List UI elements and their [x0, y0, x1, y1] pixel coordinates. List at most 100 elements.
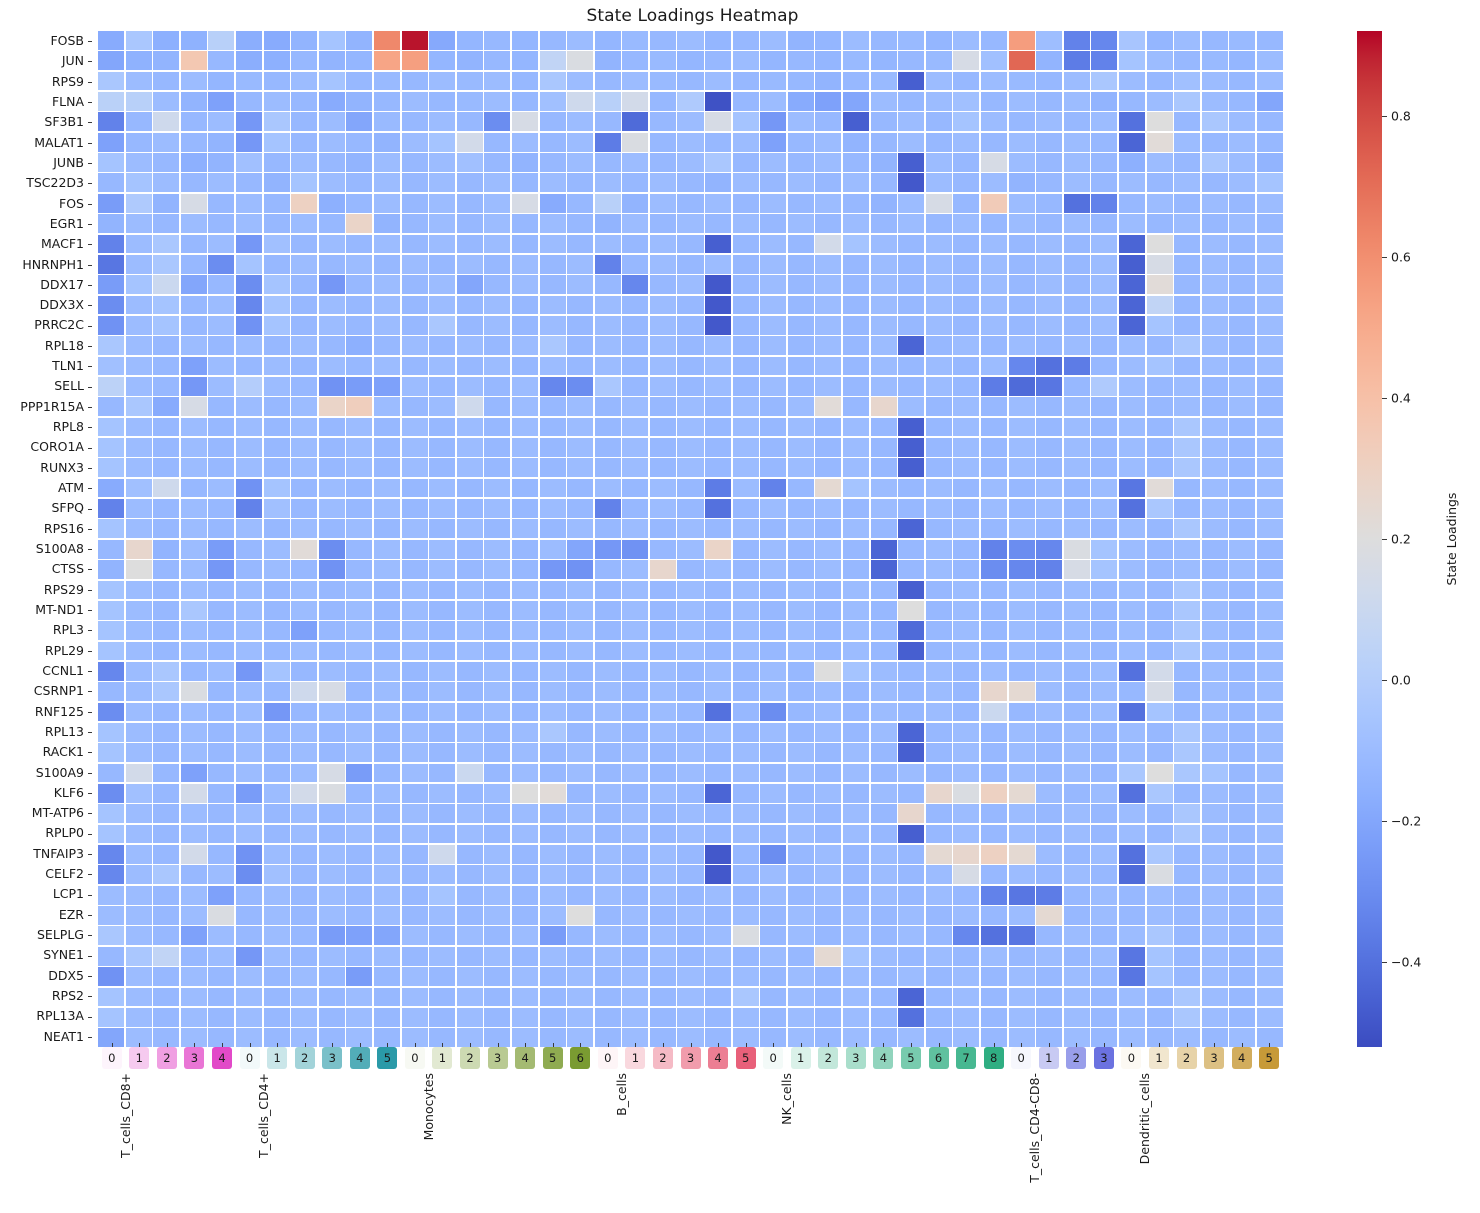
heatmap-cell	[843, 499, 870, 518]
heatmap-cell	[208, 722, 235, 742]
x-axis-state-chip[interactable]: 2	[294, 1047, 315, 1069]
y-axis-label: ATM	[57, 480, 84, 496]
x-axis-state-chip[interactable]: 4	[1231, 1047, 1252, 1069]
x-axis-state-chip[interactable]: 5	[542, 1047, 563, 1069]
x-axis-state-chip[interactable]: 1	[129, 1047, 150, 1069]
x-axis-state-chip[interactable]: 3	[487, 1047, 508, 1069]
heatmap-cell	[1201, 641, 1228, 661]
x-axis-state-chip[interactable]: 6	[928, 1047, 949, 1069]
heatmap-cell	[125, 987, 152, 1007]
x-axis-state-chip[interactable]: 3	[1204, 1047, 1225, 1069]
y-axis-label: TNFAIP3	[33, 845, 84, 861]
heatmap-cell	[925, 845, 952, 864]
heatmap-cell	[180, 458, 207, 478]
heatmap-cell	[539, 112, 566, 132]
x-axis-state-chip[interactable]: 4	[349, 1047, 370, 1069]
heatmap-cell	[1229, 845, 1256, 864]
heatmap-cell	[787, 31, 814, 50]
x-axis-state-chip[interactable]: 1	[790, 1047, 811, 1069]
x-axis-state-chip[interactable]: 4	[212, 1047, 232, 1069]
x-axis-state-chip[interactable]: 8	[983, 1047, 1004, 1069]
x-axis-state-chip[interactable]: 1	[625, 1047, 646, 1069]
x-axis-state-chip[interactable]: 3	[680, 1047, 701, 1069]
x-axis-state-chip[interactable]: 2	[460, 1047, 481, 1069]
heatmap-cell	[1229, 356, 1256, 376]
heatmap-cell	[125, 92, 152, 111]
x-axis-state-chip[interactable]: 0	[597, 1047, 618, 1069]
heatmap-cell	[98, 356, 124, 376]
x-axis-state-chip[interactable]: 2	[652, 1047, 673, 1069]
x-axis-state-chip[interactable]: 0	[404, 1047, 425, 1069]
heatmap-cell	[594, 621, 621, 640]
x-axis-state-chip[interactable]: 0	[239, 1047, 260, 1069]
heatmap-cell	[898, 743, 925, 763]
heatmap-cell	[180, 906, 207, 925]
colorbar[interactable]: 0.8 0.6 0.4 0.2 0.0 −0.2 −0.4	[1357, 31, 1421, 1047]
heatmap-cell	[1229, 987, 1256, 1007]
x-axis-state-chip[interactable]: 1	[1148, 1047, 1169, 1069]
x-axis-state-chip[interactable]: 5	[900, 1047, 921, 1069]
x-axis-state-chip[interactable]: 6	[570, 1047, 591, 1069]
x-axis-state-chip[interactable]: 2	[156, 1047, 177, 1069]
heatmap-cell	[180, 499, 207, 518]
heatmap-cell	[925, 214, 952, 233]
x-axis-state-chip[interactable]: 2	[818, 1047, 839, 1069]
x-axis-state-chip[interactable]: 3	[184, 1047, 205, 1069]
x-axis-state-chip[interactable]: 7	[956, 1047, 977, 1069]
heatmap-cell	[1008, 763, 1035, 783]
x-axis-state-chip[interactable]: 3	[845, 1047, 866, 1069]
x-axis-state-chip[interactable]: 5	[735, 1047, 756, 1069]
x-axis-state-chip[interactable]: 0	[763, 1047, 784, 1069]
heatmap-cell	[981, 71, 1008, 91]
heatmap-cell	[318, 295, 345, 315]
heatmap-cell	[291, 376, 318, 396]
x-axis-state-chip[interactable]: 0	[1121, 1047, 1142, 1069]
x-axis-state-chip[interactable]: 1	[432, 1047, 453, 1069]
heatmap-cell	[511, 987, 538, 1007]
heatmap-cell	[401, 254, 428, 274]
x-axis-state-chip[interactable]: 4	[515, 1047, 536, 1069]
heatmap-cell	[760, 661, 787, 681]
heatmap-cell	[870, 336, 897, 356]
heatmap-cell	[125, 1007, 152, 1027]
x-axis-state-chip[interactable]: 5	[377, 1047, 398, 1069]
heatmap-cell	[1174, 560, 1201, 579]
heatmap-cell	[981, 92, 1008, 111]
x-axis-state-chip[interactable]: 0	[101, 1047, 122, 1069]
x-axis-state-chip[interactable]: 3	[322, 1047, 343, 1069]
x-axis-state-chip[interactable]: 0	[1011, 1047, 1032, 1069]
heatmap-cell	[1256, 804, 1283, 824]
x-axis-state-chip[interactable]: 3	[1093, 1047, 1114, 1069]
heatmap-cell	[953, 845, 980, 864]
heatmap-cell	[622, 784, 649, 803]
heatmap-cell	[732, 31, 759, 50]
x-axis-state-chip[interactable]: 4	[708, 1047, 729, 1069]
heatmap-cell	[594, 845, 621, 864]
x-axis-state-chip[interactable]: 1	[267, 1047, 288, 1069]
heatmap-cell	[153, 763, 180, 783]
heatmap-cell	[1174, 824, 1201, 844]
heatmap-cell	[539, 539, 566, 559]
heatmap-cell	[1008, 641, 1035, 661]
heatmap-cell	[180, 112, 207, 132]
heatmap-cell	[760, 356, 787, 376]
heatmap-cell	[291, 682, 318, 702]
heatmap-cell	[539, 31, 566, 50]
heatmap-cell	[125, 234, 152, 254]
heatmap-cell	[291, 621, 318, 640]
heatmap-cell	[981, 193, 1008, 213]
heatmap-cell	[291, 845, 318, 864]
heatmap-cell	[1036, 438, 1063, 457]
x-axis-state-chip[interactable]: 1	[1038, 1047, 1059, 1069]
heatmap-cell	[1008, 885, 1035, 905]
x-axis-state-chip[interactable]: 5	[1259, 1047, 1280, 1069]
x-axis-state-chip[interactable]: 2	[1066, 1047, 1087, 1069]
heatmap-cell	[953, 763, 980, 783]
heatmap-cell	[484, 173, 511, 193]
heatmap-cell	[1008, 112, 1035, 132]
heatmap-cell	[953, 193, 980, 213]
x-axis-state-chip[interactable]: 2	[1176, 1047, 1197, 1069]
x-axis-state-chip[interactable]: 4	[873, 1047, 894, 1069]
heatmap-cell	[125, 621, 152, 640]
heatmap-cell	[484, 539, 511, 559]
